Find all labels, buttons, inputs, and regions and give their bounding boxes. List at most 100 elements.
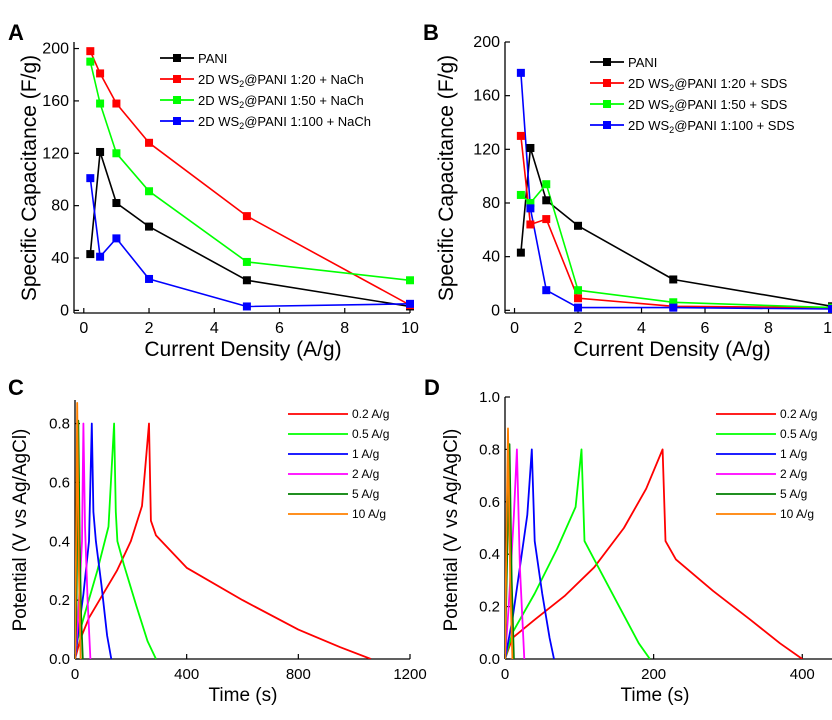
panel-b: B 0 2 4 6 8 10 0 40 80 120 160 200 Current Density (A… [423,20,832,361]
x-axis-label: Time (s) [621,685,690,706]
x-tick-label: 0 [501,666,509,683]
data-point [145,187,154,196]
data-point [145,138,154,147]
data-point [242,212,251,221]
legend-label-main: 2D WS [628,76,670,91]
data-point [526,204,535,213]
x-axis-label: Current Density (A/g) [573,338,770,361]
data-point [112,234,121,243]
y-tick-label: 1.0 [479,389,500,406]
data-point [86,250,95,259]
panel-letter: B [423,20,439,45]
data-point [516,248,525,257]
legend-swatch-marker [603,121,611,129]
legend-label-subscript: 2 [669,83,674,93]
legend-swatch-marker [603,79,611,87]
y-tick-label: 0.2 [479,599,500,616]
y-tick-label: 0.6 [479,494,500,511]
y-tick-label: 200 [473,34,500,51]
legend-label: 0.2 A/g [780,407,817,421]
panel-letter: D [424,375,440,400]
series-line [89,151,410,308]
series-line [89,178,410,308]
data-point [828,304,832,313]
legend-label: 0.5 A/g [780,427,817,441]
series-line [75,401,82,659]
data-point [574,303,583,312]
x-tick-label: 4 [210,320,219,337]
x-tick-label: 0 [71,666,79,683]
y-axis-label: Potential (V vs Ag/AgCl) [10,429,31,632]
data-point [96,69,105,78]
data-point [96,252,105,261]
legend-label: 5 A/g [780,487,807,501]
series-line [505,448,555,659]
data-point [526,220,535,229]
y-tick-label: 0.0 [49,651,70,668]
legend-label: 1 A/g [352,447,379,461]
legend-swatch-marker [173,75,181,83]
x-tick-label: 8 [764,320,773,337]
data-point [574,221,583,230]
legend-label: 0.2 A/g [352,407,389,421]
data-point [96,147,105,156]
series-line [505,448,526,659]
data-point [86,47,95,56]
x-tick-label: 400 [174,666,199,683]
y-tick-label: 0.8 [49,416,70,433]
legend-label: 1 A/g [780,447,807,461]
x-tick-label: 2 [574,320,583,337]
data-point [242,302,251,311]
y-tick-label: 0.8 [479,441,500,458]
series-line [505,448,651,659]
x-tick-label: 0 [510,320,519,337]
legend-label-rest: @PANI 1:20 + NaCh [244,72,364,87]
data-point [526,143,535,152]
series-line [75,422,92,659]
data-point [112,99,121,108]
legend-label: 2 A/g [352,467,379,481]
y-tick-label: 0.6 [49,474,70,491]
data-point [242,257,251,266]
data-point [542,215,551,224]
panel-a: A 0 2 4 6 8 10 0 40 80 120 160 200 Current Density (A… [8,20,419,361]
x-tick-label: 10 [823,320,832,337]
x-axis-label: Time (s) [209,685,278,706]
legend-label: 2D WS2@PANI 1:50 + SDS [628,97,788,114]
data-point [145,274,154,283]
y-tick-label: 0.2 [49,592,70,609]
legend-label: 5 A/g [352,487,379,501]
x-tick-label: 800 [286,666,311,683]
y-tick-label: 120 [473,141,500,158]
y-tick-label: 0.0 [479,651,500,668]
legend-swatch-marker [603,58,611,66]
y-tick-label: 40 [51,250,69,267]
legend-label-rest: @PANI 1:100 + SDS [674,118,795,133]
legend-label: 2D WS2@PANI 1:20 + NaCh [198,72,364,89]
y-tick-label: 80 [51,198,69,215]
legend-label-main: 2D WS [628,97,670,112]
legend-label-main: 2D WS [198,93,240,108]
data-point [112,199,121,208]
data-point [542,196,551,205]
legend-label: PANI [198,51,227,66]
legend-label-main: PANI [198,51,227,66]
series-line [520,183,832,309]
legend-label-main: 2D WS [628,118,670,133]
data-point [526,198,535,207]
data-point [542,180,551,189]
legend-label: 10 A/g [780,507,814,521]
legend-label: 2D WS2@PANI 1:20 + SDS [628,76,788,93]
y-tick-label: 120 [42,145,69,162]
legend-label: 0.5 A/g [352,427,389,441]
series-line [520,72,832,310]
legend: 0.2 A/g 0.5 A/g 1 A/g 2 A/g 5 A/g 10 A/g [288,407,389,521]
data-point [86,174,95,183]
series-group [75,401,372,659]
series-line [75,422,157,659]
series-line [520,147,832,308]
series-group [505,427,803,659]
legend-label: PANI [628,55,657,70]
